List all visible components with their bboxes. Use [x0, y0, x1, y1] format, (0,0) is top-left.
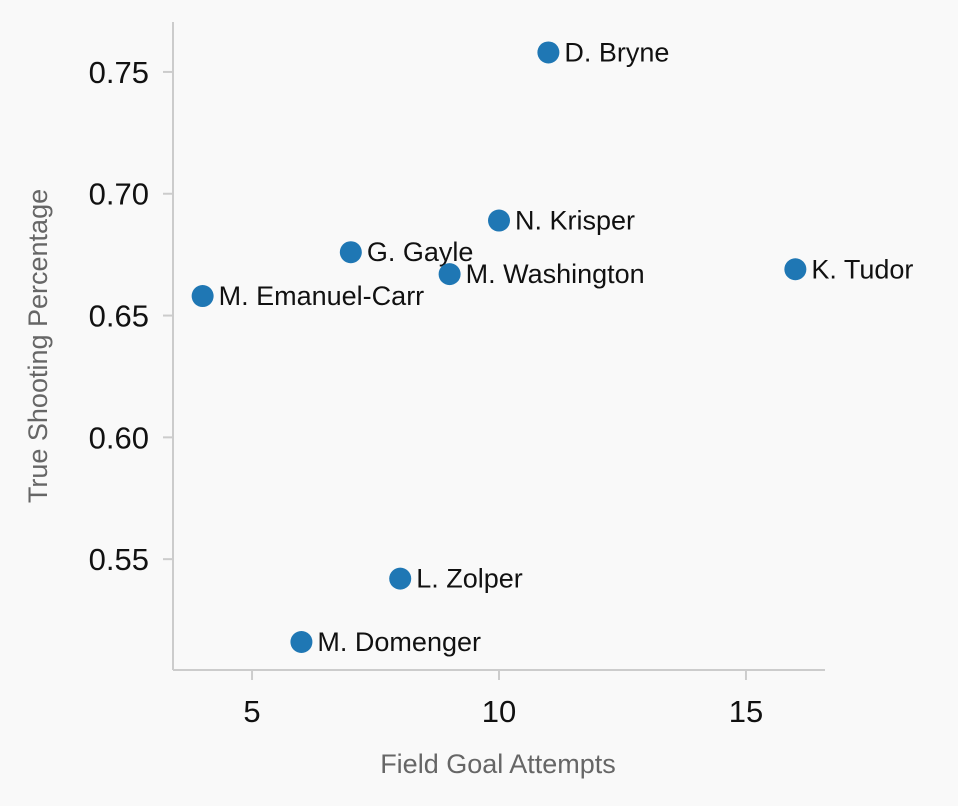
data-point [784, 258, 807, 281]
ticks-layer: 5 10 15 0.55 0.60 0.65 0.70 0.75 [89, 55, 764, 729]
data-point-label: N. Krisper [515, 206, 635, 236]
x-tick-label: 10 [482, 694, 516, 729]
data-point-label: M. Emanuel-Carr [219, 281, 425, 311]
y-axis-title: True Shooting Percentage [23, 189, 53, 503]
data-point [339, 241, 362, 264]
data-point-label: G. Gayle [367, 237, 474, 267]
x-tick-label: 15 [729, 694, 763, 729]
data-point-label: K. Tudor [811, 254, 913, 284]
y-tick-label: 0.65 [89, 299, 149, 334]
data-point-label: M. Washington [466, 259, 645, 289]
x-axis-title: Field Goal Attempts [380, 749, 616, 779]
data-point [488, 209, 510, 232]
x-tick-label: 5 [243, 694, 260, 729]
data-point [191, 285, 214, 308]
data-point [389, 567, 412, 590]
y-tick-label: 0.60 [89, 420, 149, 455]
data-point-label: M. Domenger [317, 627, 481, 657]
data-point [290, 630, 313, 653]
y-tick-label: 0.70 [89, 177, 149, 212]
y-tick-label: 0.75 [89, 55, 149, 90]
data-point [537, 41, 560, 64]
data-point-label: L. Zolper [416, 564, 523, 594]
data-point-label: D. Bryne [564, 37, 669, 67]
data-point [438, 263, 461, 286]
y-tick-label: 0.55 [89, 542, 149, 577]
